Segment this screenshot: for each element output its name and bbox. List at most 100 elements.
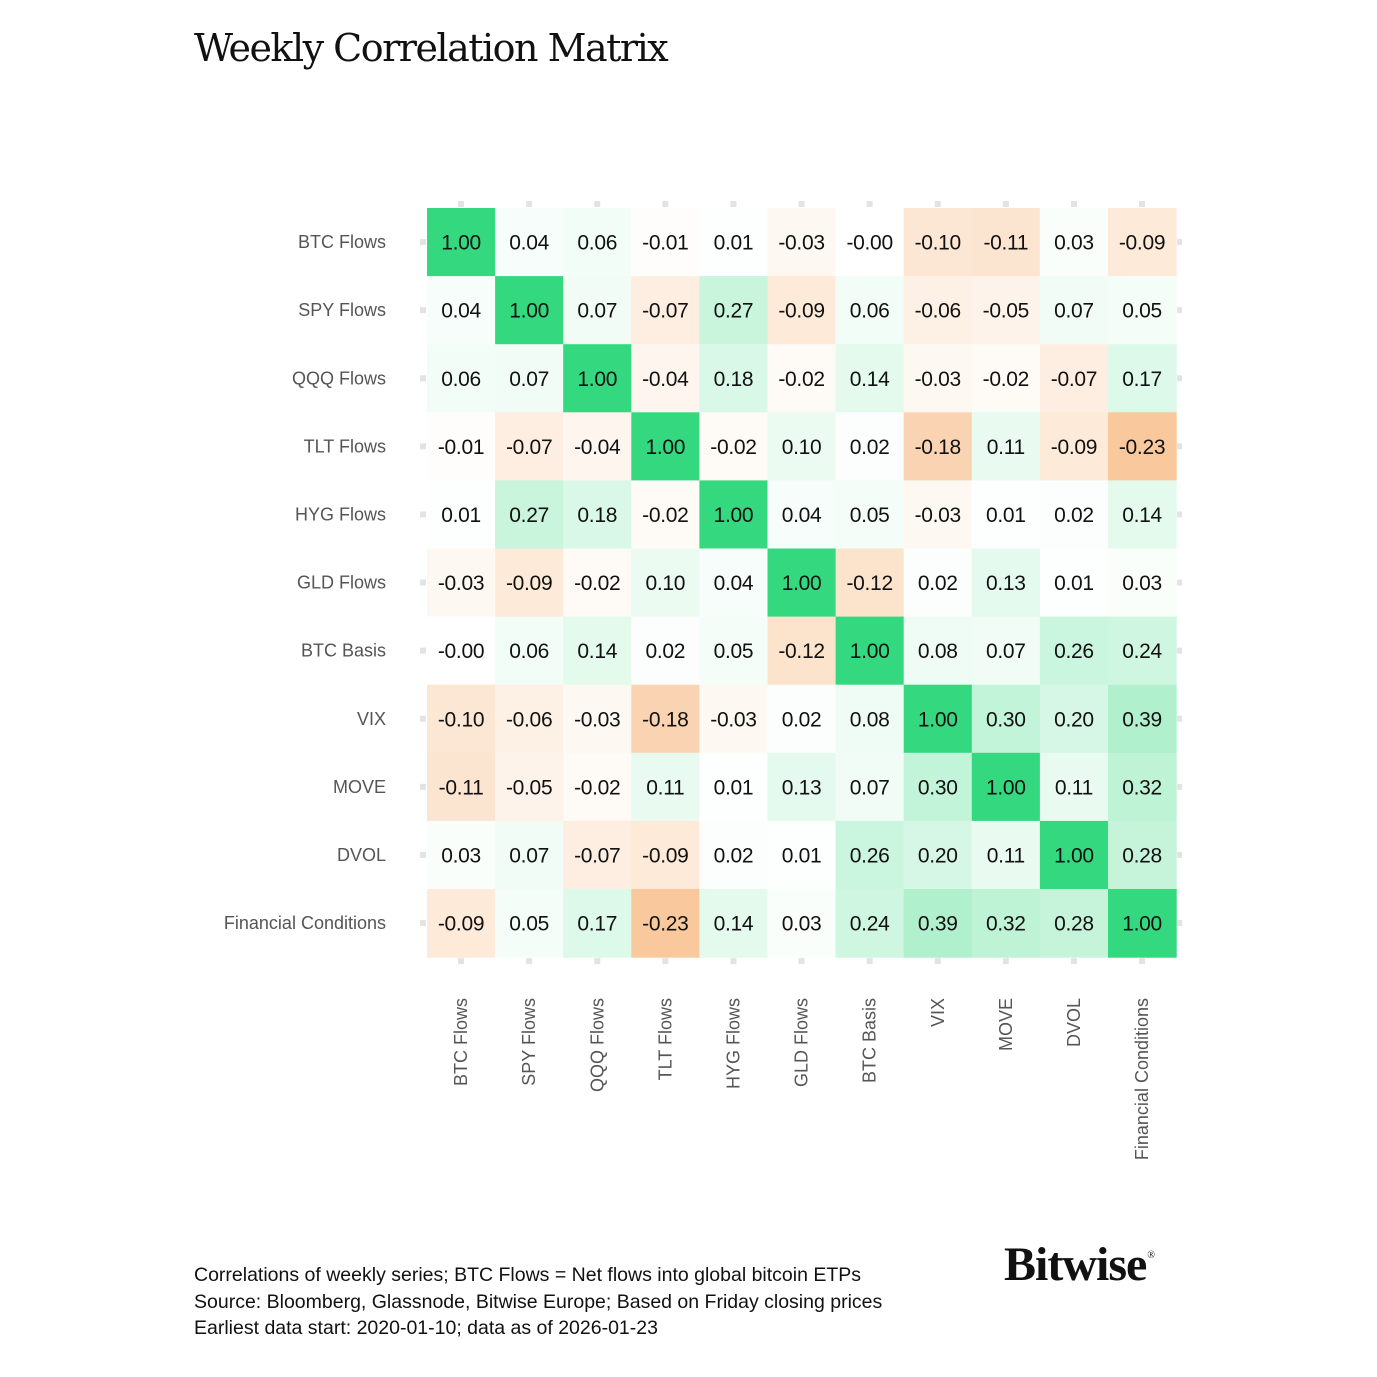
y-tick-right [1177,579,1183,586]
x-axis-label: GLD Flows [792,998,812,1087]
heatmap-cell [1108,752,1177,822]
cell-value-label: -0.03 [778,232,824,255]
y-axis-label: VIX [357,709,386,729]
heatmap-cell [903,820,973,890]
heatmap-cell [835,616,905,686]
cell-value-label: -0.05 [983,300,1029,323]
cell-value-label: 0.07 [1054,300,1094,323]
y-axis-label: SPY Flows [298,300,386,320]
y-axis-label: Financial Conditions [224,913,386,933]
x-tick-top [730,201,737,207]
y-axis-label: BTC Basis [301,641,386,661]
x-tick-top [662,201,669,207]
heatmap-cell [563,889,632,958]
cell-value-label: -0.01 [642,232,688,255]
cell-value-label: -0.04 [642,368,689,391]
heatmap-cell [427,616,496,686]
heatmap-cell [563,208,632,277]
heatmap-cell [835,480,905,550]
heatmap-cell [631,548,700,618]
heatmap-cell [835,412,905,481]
heatmap-cell [427,889,496,958]
heatmap-cell [1108,208,1177,277]
heatmap-cell [1039,684,1109,754]
y-axis-label: QQQ Flows [292,368,386,388]
cell-value-label: 1.00 [1122,913,1162,936]
heatmap-cell [971,752,1041,822]
heatmap-cell [631,480,700,550]
y-axis-label: HYG Flows [295,504,386,524]
cell-value-label: 0.08 [850,708,890,731]
cell-value-label: 0.06 [850,300,890,323]
cell-value-label: 0.11 [987,844,1025,867]
x-axis-label: TLT Flows [655,998,675,1080]
y-tick-left [420,239,426,246]
cell-value-label: 0.02 [646,640,686,663]
cell-value-label: 0.11 [646,776,684,799]
heatmap-cell [1108,820,1177,890]
heatmap-cell [903,684,973,754]
x-tick-top [526,201,533,207]
y-tick-right [1177,920,1183,927]
heatmap-cell [427,480,496,550]
y-tick-left [420,443,426,450]
cell-value-label: 0.06 [441,368,481,391]
cell-value-label: -0.11 [983,232,1028,255]
heatmap-cell [767,548,837,618]
cell-value-label: 0.26 [1054,640,1094,663]
y-axis-labels: BTC Flows SPY Flows QQQ Flows TLT Flows HYG … [224,232,386,933]
x-axis-label: SPY Flows [519,998,539,1086]
cell-value-label: -0.04 [574,436,621,459]
cell-value-label: 0.14 [850,368,890,391]
x-axis-label: QQQ Flows [587,998,607,1092]
cell-value-label: 0.07 [577,300,617,323]
x-tick-bottom [1070,958,1077,965]
heatmap-cell [631,412,700,481]
heatmap-cell [1039,548,1109,618]
x-axis-label: DVOL [1064,998,1084,1047]
cell-value-label: 0.05 [1122,300,1162,323]
heatmap-cell [1039,276,1109,345]
x-tick-bottom [934,958,941,965]
cell-value-label: 0.04 [509,232,549,255]
y-tick-left [420,920,426,927]
heatmap-cell [835,889,905,958]
cell-value-label: -0.23 [1119,436,1165,459]
y-tick-left [420,647,426,654]
heatmap-cell [563,344,632,413]
cell-value-label: 1.00 [509,300,549,323]
heatmap-cell [903,889,973,958]
x-axis-label: MOVE [996,998,1016,1051]
footnote-line: Correlations of weekly series; BTC Flows… [194,1264,862,1286]
cell-value-label: -0.03 [710,708,756,731]
heatmap-cell [699,276,769,345]
cell-value-label: 1.00 [577,368,617,391]
heatmap-cell [563,276,632,345]
cell-value-label: 1.00 [441,232,481,255]
cell-value-label: -0.06 [506,708,552,731]
heatmap-cell [563,752,632,822]
cell-value-label: 0.01 [986,504,1026,527]
cell-value-label: 0.01 [714,232,754,255]
x-tick-bottom [458,958,465,965]
cell-value-label: 1.00 [986,776,1026,799]
heatmap-cell [767,889,837,958]
heatmap-cell [427,752,496,822]
heatmap-cell [563,412,632,481]
heatmap-cell [563,820,632,890]
cell-value-label: -0.07 [1051,368,1097,391]
cell-value-label: 0.13 [986,572,1026,595]
x-tick-top [458,201,465,207]
heatmap-cell [563,548,632,618]
cell-value-label: -0.05 [506,776,552,799]
cell-value-label: -0.09 [438,913,484,936]
y-axis-label: TLT Flows [304,436,386,456]
cell-value-label: 0.03 [782,913,822,936]
heatmap-cell [495,889,564,958]
heatmap-cell [971,889,1041,958]
cell-value-label: 0.17 [577,913,617,936]
y-tick-left [420,511,426,518]
cell-value-label: 0.20 [1054,708,1094,731]
heatmap-cell [495,752,564,822]
